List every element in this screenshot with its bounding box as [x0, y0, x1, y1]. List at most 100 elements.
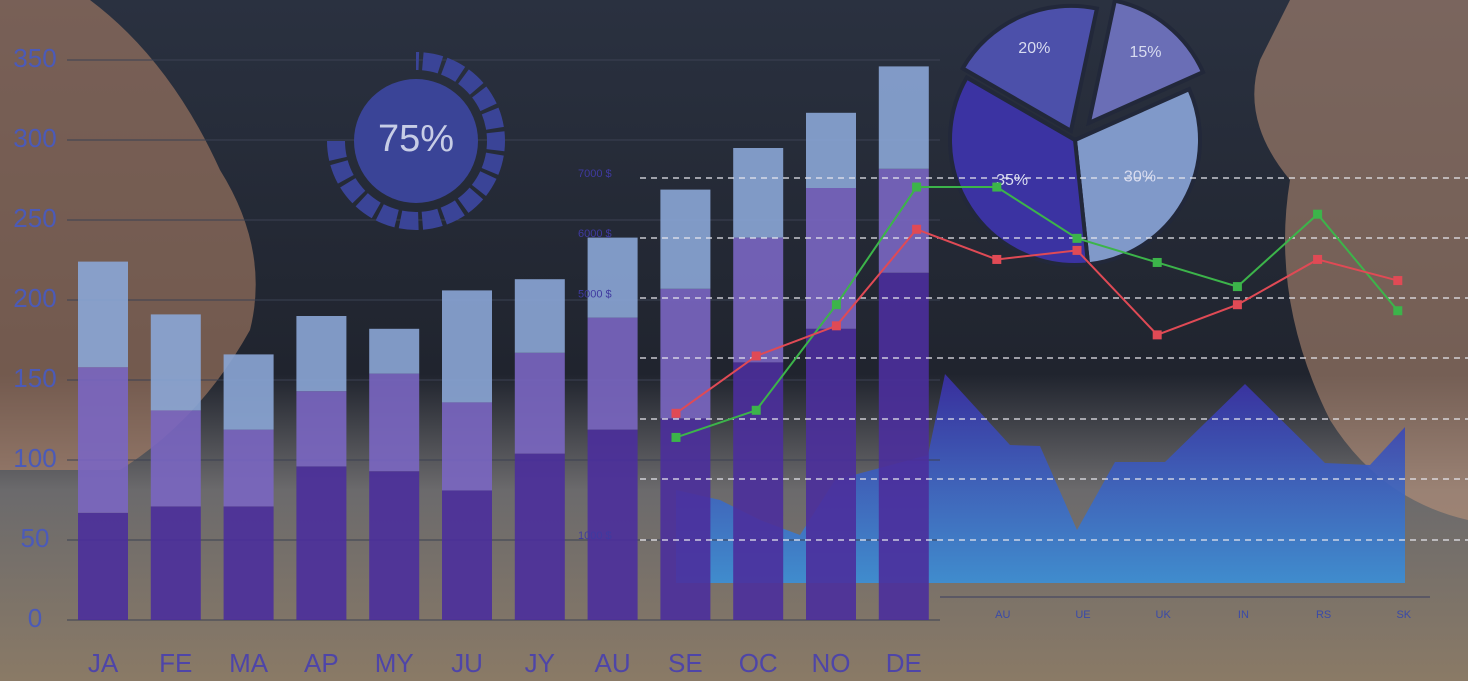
bar-segment [806, 112, 856, 188]
x-tick-label: JY [525, 648, 555, 678]
bar-segment [514, 352, 565, 454]
line-marker [1232, 282, 1242, 292]
line-marker [1313, 254, 1323, 264]
x-tick-label: SK [1396, 609, 1411, 621]
gauge-label: 75% [378, 118, 454, 160]
bar-segment [296, 466, 347, 620]
line-marker [671, 408, 681, 418]
bar-segment [806, 328, 856, 620]
bar-segment [78, 512, 128, 620]
bar-segment [78, 367, 128, 513]
bar-segment [369, 471, 420, 620]
pie-label: 30% [1124, 169, 1156, 186]
line-marker [1232, 300, 1242, 310]
pie-slice [1086, 0, 1206, 127]
bar-segment [660, 288, 711, 419]
x-tick-label: MA [229, 648, 269, 678]
line-marker [1313, 209, 1323, 219]
bar-segment [223, 429, 274, 507]
bar-segment [150, 314, 201, 411]
bar-segment [514, 453, 565, 620]
y-tick-label: 0 [28, 603, 42, 633]
y-tick-label: 100 [13, 443, 56, 473]
pie-slice [1072, 86, 1202, 267]
y-tick-label: 5000 $ [578, 289, 612, 301]
y-tick-label: 6000 $ [578, 228, 612, 240]
line-marker [671, 432, 681, 442]
bar-segment [587, 317, 638, 430]
line-marker [1072, 245, 1082, 255]
x-tick-label: AP [304, 648, 339, 678]
bar-segment [296, 391, 347, 467]
line-marker [912, 182, 922, 192]
line-marker [1152, 257, 1162, 267]
pie-label: 35% [996, 172, 1028, 189]
bar-segment [660, 189, 711, 289]
line-marker [992, 182, 1002, 192]
bar-segment [878, 66, 929, 169]
x-tick-label: OC [739, 648, 778, 678]
line-marker [1152, 330, 1162, 340]
bar-segment [806, 188, 856, 329]
bar-segment [150, 410, 201, 507]
gauge-arc [327, 52, 505, 230]
line-series [675, 228, 1399, 415]
bar-segment [660, 418, 711, 620]
bar-segment [78, 261, 128, 368]
x-tick-label: UK [1156, 609, 1172, 621]
x-tick-label: IN [1238, 609, 1249, 621]
line-marker [751, 405, 761, 415]
bar-segment [878, 168, 929, 273]
pie-label: 15% [1129, 44, 1161, 61]
pie-slice [948, 74, 1091, 267]
x-tick-label: RS [1316, 609, 1331, 621]
x-tick-label: NO [812, 648, 851, 678]
y-tick-label: 200 [13, 283, 56, 313]
y-tick-label: 7000 $ [578, 168, 612, 180]
line-marker [751, 351, 761, 361]
bar-segment [369, 328, 420, 374]
pie-slice [959, 3, 1100, 134]
y-tick-label: 250 [13, 203, 56, 233]
line-marker [831, 300, 841, 310]
bar-segment [150, 506, 201, 620]
line-marker [1072, 233, 1082, 243]
x-tick-label: UE [1075, 609, 1090, 621]
x-tick-label: DE [886, 648, 922, 678]
bar-segment [733, 148, 784, 238]
line-series [675, 186, 1399, 439]
bar-segment [296, 316, 347, 392]
y-tick-label: 50 [21, 523, 50, 553]
x-tick-label: SE [668, 648, 703, 678]
y-tick-label: 150 [13, 363, 56, 393]
x-tick-label: JA [88, 648, 119, 678]
bar-segment [442, 402, 492, 491]
gauge-core [354, 79, 478, 203]
x-tick-label: AU [995, 609, 1010, 621]
bar-segment [223, 354, 274, 430]
x-tick-label: AU [595, 648, 631, 678]
y-tick-label: 350 [13, 43, 56, 73]
y-tick-label: 1000 $ [578, 530, 612, 542]
bar-segment [369, 373, 420, 472]
line-marker [1393, 276, 1403, 286]
bar-segment [587, 237, 638, 318]
bar-segment [733, 237, 784, 363]
x-tick-label: FE [159, 648, 192, 678]
y-tick-label: 300 [13, 123, 56, 153]
hand-right [1254, 0, 1468, 520]
x-tick-label: JU [451, 648, 483, 678]
pie-label: 20% [1018, 40, 1050, 57]
bar-segment [442, 490, 492, 620]
bar-segment [878, 272, 929, 620]
bar-segment [587, 429, 638, 620]
bar-segment [223, 506, 274, 620]
bar-segment [733, 362, 784, 620]
x-tick-label: MY [375, 648, 414, 678]
line-marker [831, 321, 841, 331]
line-marker [1393, 306, 1403, 316]
line-marker [912, 224, 922, 234]
bar-segment [514, 279, 565, 353]
bar-segment [442, 290, 492, 403]
